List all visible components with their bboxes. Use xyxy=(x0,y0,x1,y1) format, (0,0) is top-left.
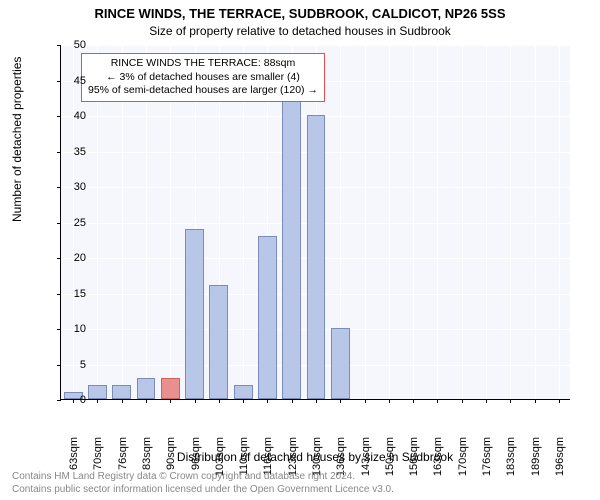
ytick-label: 45 xyxy=(56,75,86,87)
ytick-label: 0 xyxy=(56,394,86,406)
chart-container: RINCE WINDS, THE TERRACE, SUDBROOK, CALD… xyxy=(0,0,600,500)
annotation-line1: RINCE WINDS THE TERRACE: 88sqm xyxy=(88,57,318,71)
xtick-mark xyxy=(292,399,293,403)
chart-title-sub: Size of property relative to detached ho… xyxy=(0,24,600,38)
gridline-v xyxy=(437,45,438,399)
footer-attribution: Contains HM Land Registry data © Crown c… xyxy=(12,471,394,496)
xtick-mark xyxy=(365,399,366,403)
gridline-v xyxy=(389,45,390,399)
gridline-v xyxy=(559,45,560,399)
bar xyxy=(258,236,277,399)
gridline-v xyxy=(413,45,414,399)
xtick-mark xyxy=(486,399,487,403)
bar xyxy=(307,115,326,399)
bar xyxy=(112,385,131,399)
ytick-label: 35 xyxy=(56,146,86,158)
xtick-mark xyxy=(243,399,244,403)
ytick-label: 15 xyxy=(56,288,86,300)
bar xyxy=(185,229,204,399)
annotation-box: RINCE WINDS THE TERRACE: 88sqm ← 3% of d… xyxy=(81,53,325,102)
xtick-mark xyxy=(316,399,317,403)
footer-line1: Contains HM Land Registry data © Crown c… xyxy=(12,471,394,484)
xtick-mark xyxy=(535,399,536,403)
ytick-label: 20 xyxy=(56,252,86,264)
footer-line2: Contains public sector information licen… xyxy=(12,484,394,497)
ytick-label: 25 xyxy=(56,217,86,229)
annotation-line3: 95% of semi-detached houses are larger (… xyxy=(88,84,318,98)
gridline-v xyxy=(486,45,487,399)
ytick-label: 5 xyxy=(56,359,86,371)
y-axis-label: Number of detached properties xyxy=(10,57,24,222)
bar xyxy=(209,285,228,399)
ytick-label: 50 xyxy=(56,39,86,51)
xtick-mark xyxy=(413,399,414,403)
xtick-mark xyxy=(97,399,98,403)
bar xyxy=(88,385,107,399)
xtick-mark xyxy=(122,399,123,403)
xtick-mark xyxy=(340,399,341,403)
bar xyxy=(331,328,350,399)
xtick-mark xyxy=(559,399,560,403)
ytick-label: 40 xyxy=(56,110,86,122)
xtick-mark xyxy=(170,399,171,403)
annotation-line2: ← 3% of detached houses are smaller (4) xyxy=(88,71,318,85)
plot-area: 63sqm70sqm76sqm83sqm90sqm96sqm103sqm110s… xyxy=(60,45,570,400)
chart-title-main: RINCE WINDS, THE TERRACE, SUDBROOK, CALD… xyxy=(0,6,600,21)
x-axis-label: Distribution of detached houses by size … xyxy=(60,450,570,464)
gridline-v xyxy=(535,45,536,399)
xtick-mark xyxy=(389,399,390,403)
ytick-label: 10 xyxy=(56,323,86,335)
xtick-mark xyxy=(462,399,463,403)
bar xyxy=(282,94,301,399)
xtick-mark xyxy=(267,399,268,403)
xtick-mark xyxy=(437,399,438,403)
gridline-v xyxy=(462,45,463,399)
xtick-mark xyxy=(510,399,511,403)
gridline-v xyxy=(510,45,511,399)
gridline-v xyxy=(365,45,366,399)
xtick-mark xyxy=(195,399,196,403)
ytick-label: 30 xyxy=(56,181,86,193)
xtick-mark xyxy=(146,399,147,403)
bar-marker xyxy=(161,378,180,399)
bar xyxy=(234,385,253,399)
bar xyxy=(137,378,156,399)
xtick-mark xyxy=(219,399,220,403)
